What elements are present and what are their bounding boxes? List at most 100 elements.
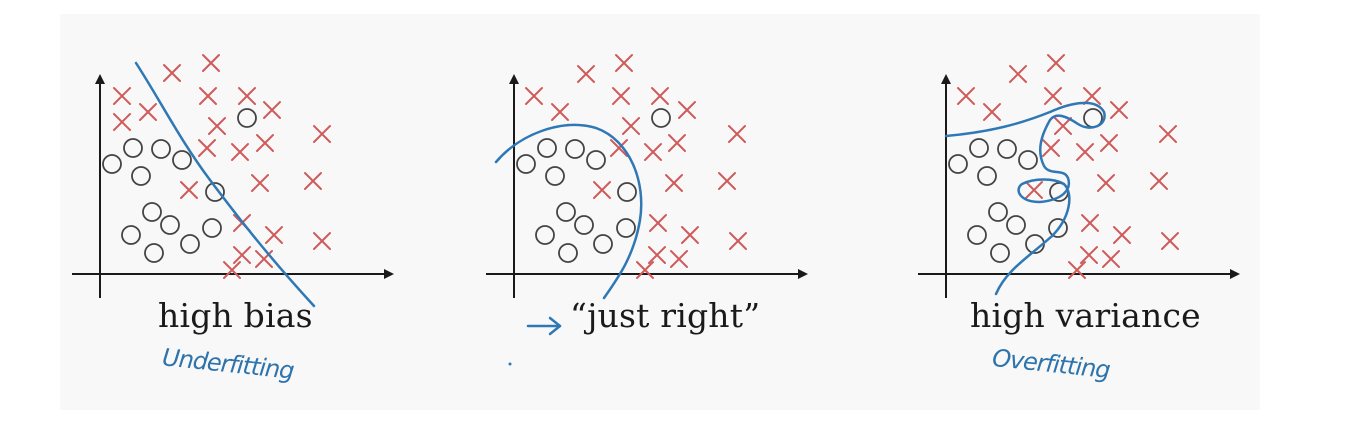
cross-mark xyxy=(1025,181,1043,199)
cross-mark xyxy=(718,172,736,190)
cross-mark xyxy=(649,214,667,232)
cross-mark xyxy=(577,65,595,83)
cross-mark xyxy=(263,101,281,119)
cross-mark xyxy=(1100,134,1118,152)
title-just-right: “just right” xyxy=(570,296,761,335)
circle-mark xyxy=(131,166,151,186)
axes-high-bias xyxy=(72,74,394,298)
circle-mark xyxy=(990,243,1010,263)
cross-mark xyxy=(1054,117,1072,135)
cross-mark xyxy=(223,261,241,279)
axes-high-variance xyxy=(918,74,1240,298)
circle-mark xyxy=(967,225,987,245)
title-high-variance: high variance xyxy=(970,296,1201,335)
boundary-high-bias xyxy=(134,61,316,308)
circle-mark xyxy=(1006,215,1026,235)
cross-mark xyxy=(1042,139,1060,157)
circle-mark xyxy=(948,154,968,174)
cross-mark xyxy=(551,103,569,121)
circle-mark xyxy=(151,139,171,159)
cross-mark xyxy=(678,101,696,119)
cross-mark xyxy=(113,87,131,105)
cross-mark xyxy=(1068,261,1086,279)
cross-mark xyxy=(1159,125,1177,143)
circle-mark xyxy=(237,108,257,128)
data-marks xyxy=(102,54,1179,279)
circle-mark xyxy=(516,154,536,174)
circle-mark xyxy=(545,166,565,186)
cross-mark xyxy=(1083,87,1101,105)
circle-mark xyxy=(205,182,225,202)
cross-mark xyxy=(1044,87,1062,105)
cross-mark xyxy=(208,117,226,135)
circle-mark xyxy=(1018,150,1038,170)
cross-mark xyxy=(313,232,331,250)
cross-mark xyxy=(113,113,131,131)
cross-mark xyxy=(1076,143,1094,161)
cross-mark xyxy=(615,54,633,72)
cross-mark xyxy=(983,103,1001,121)
cross-mark xyxy=(202,54,220,72)
circle-mark xyxy=(616,218,636,238)
circle-mark xyxy=(202,218,222,238)
cross-mark xyxy=(163,64,181,82)
cross-mark xyxy=(1161,232,1179,250)
cross-mark xyxy=(238,87,256,105)
cross-mark xyxy=(670,250,688,268)
circle-mark xyxy=(121,225,141,245)
arrow-icon xyxy=(526,316,562,336)
circle-mark xyxy=(617,182,637,202)
cross-mark xyxy=(1113,226,1131,244)
circle-mark xyxy=(565,139,585,159)
cross-mark xyxy=(1009,65,1027,83)
cross-mark xyxy=(1110,101,1128,119)
cross-mark xyxy=(957,87,975,105)
circle-mark xyxy=(586,150,606,170)
cross-mark xyxy=(681,226,699,244)
slide-background xyxy=(60,14,1260,410)
cross-mark xyxy=(231,143,249,161)
circle-mark xyxy=(977,166,997,186)
cross-mark xyxy=(651,87,669,105)
circle-mark xyxy=(102,154,122,174)
pen-dot xyxy=(508,362,512,366)
cross-mark xyxy=(668,134,686,152)
circle-mark xyxy=(180,234,200,254)
title-high-bias: high bias xyxy=(158,296,313,335)
cross-mark xyxy=(1102,250,1120,268)
cross-mark xyxy=(180,181,198,199)
cross-mark xyxy=(1150,172,1168,190)
cross-mark xyxy=(304,172,322,190)
circle-mark xyxy=(558,243,578,263)
circle-mark xyxy=(988,202,1008,222)
circle-mark xyxy=(123,138,143,158)
cross-mark xyxy=(1097,174,1115,192)
boundary-just-right xyxy=(494,123,643,300)
cross-mark xyxy=(265,226,283,244)
cross-mark xyxy=(648,246,666,264)
circle-mark xyxy=(651,108,671,128)
circle-mark xyxy=(969,138,989,158)
cross-mark xyxy=(612,87,630,105)
cross-mark xyxy=(636,261,654,279)
cross-mark xyxy=(1047,54,1065,72)
cross-mark xyxy=(644,143,662,161)
cross-mark xyxy=(1081,214,1099,232)
axes-just-right xyxy=(486,74,808,298)
cross-mark xyxy=(610,139,628,157)
cross-mark xyxy=(728,125,746,143)
circle-mark xyxy=(556,202,576,222)
circle-mark xyxy=(172,150,192,170)
circle-mark xyxy=(593,234,613,254)
cross-mark xyxy=(139,103,157,121)
circle-mark xyxy=(537,138,557,158)
cross-mark xyxy=(256,134,274,152)
cross-mark xyxy=(313,125,331,143)
cross-mark xyxy=(729,232,747,250)
circle-mark xyxy=(160,215,180,235)
circle-mark xyxy=(535,225,555,245)
cross-mark xyxy=(665,174,683,192)
cross-mark xyxy=(233,246,251,264)
circle-mark xyxy=(997,139,1017,159)
